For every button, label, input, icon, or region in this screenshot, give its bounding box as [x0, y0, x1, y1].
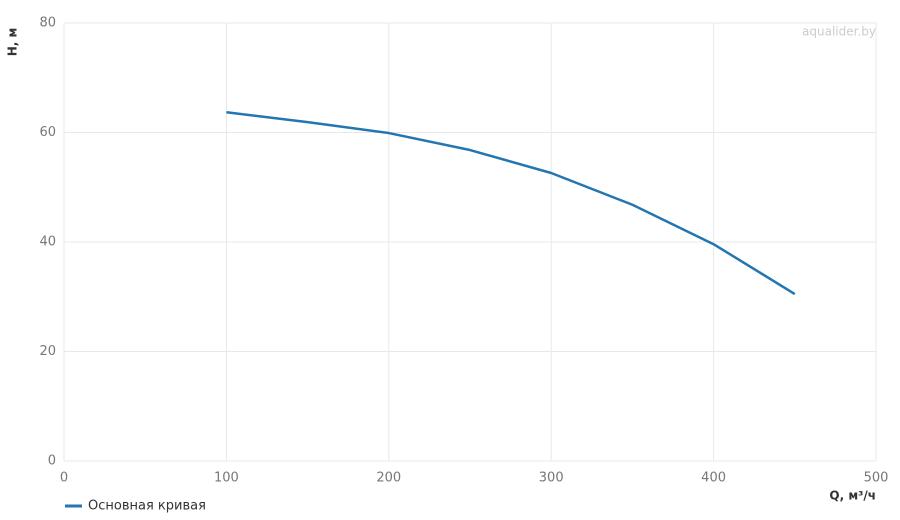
x-tick-label: 200 [376, 471, 401, 486]
x-axis-label: Q, м³/ч [829, 489, 876, 503]
y-tick-label: 40 [39, 235, 56, 250]
x-tick-label: 400 [701, 471, 726, 486]
data-line [226, 111, 796, 296]
x-tick-label: 100 [214, 471, 239, 486]
legend-label: Основная кривая [88, 499, 206, 514]
x-tick-label: 300 [539, 471, 564, 486]
y-tick-label: 20 [39, 344, 56, 359]
y-tick-label: 0 [48, 454, 56, 469]
watermark: aqualider.by [802, 25, 876, 39]
x-tick-label: 0 [60, 471, 68, 486]
x-tick-label: 500 [864, 471, 889, 486]
y-tick-label: 60 [39, 125, 56, 140]
y-tick-label: 80 [39, 16, 56, 31]
y-axis-label: H, м [6, 28, 20, 57]
